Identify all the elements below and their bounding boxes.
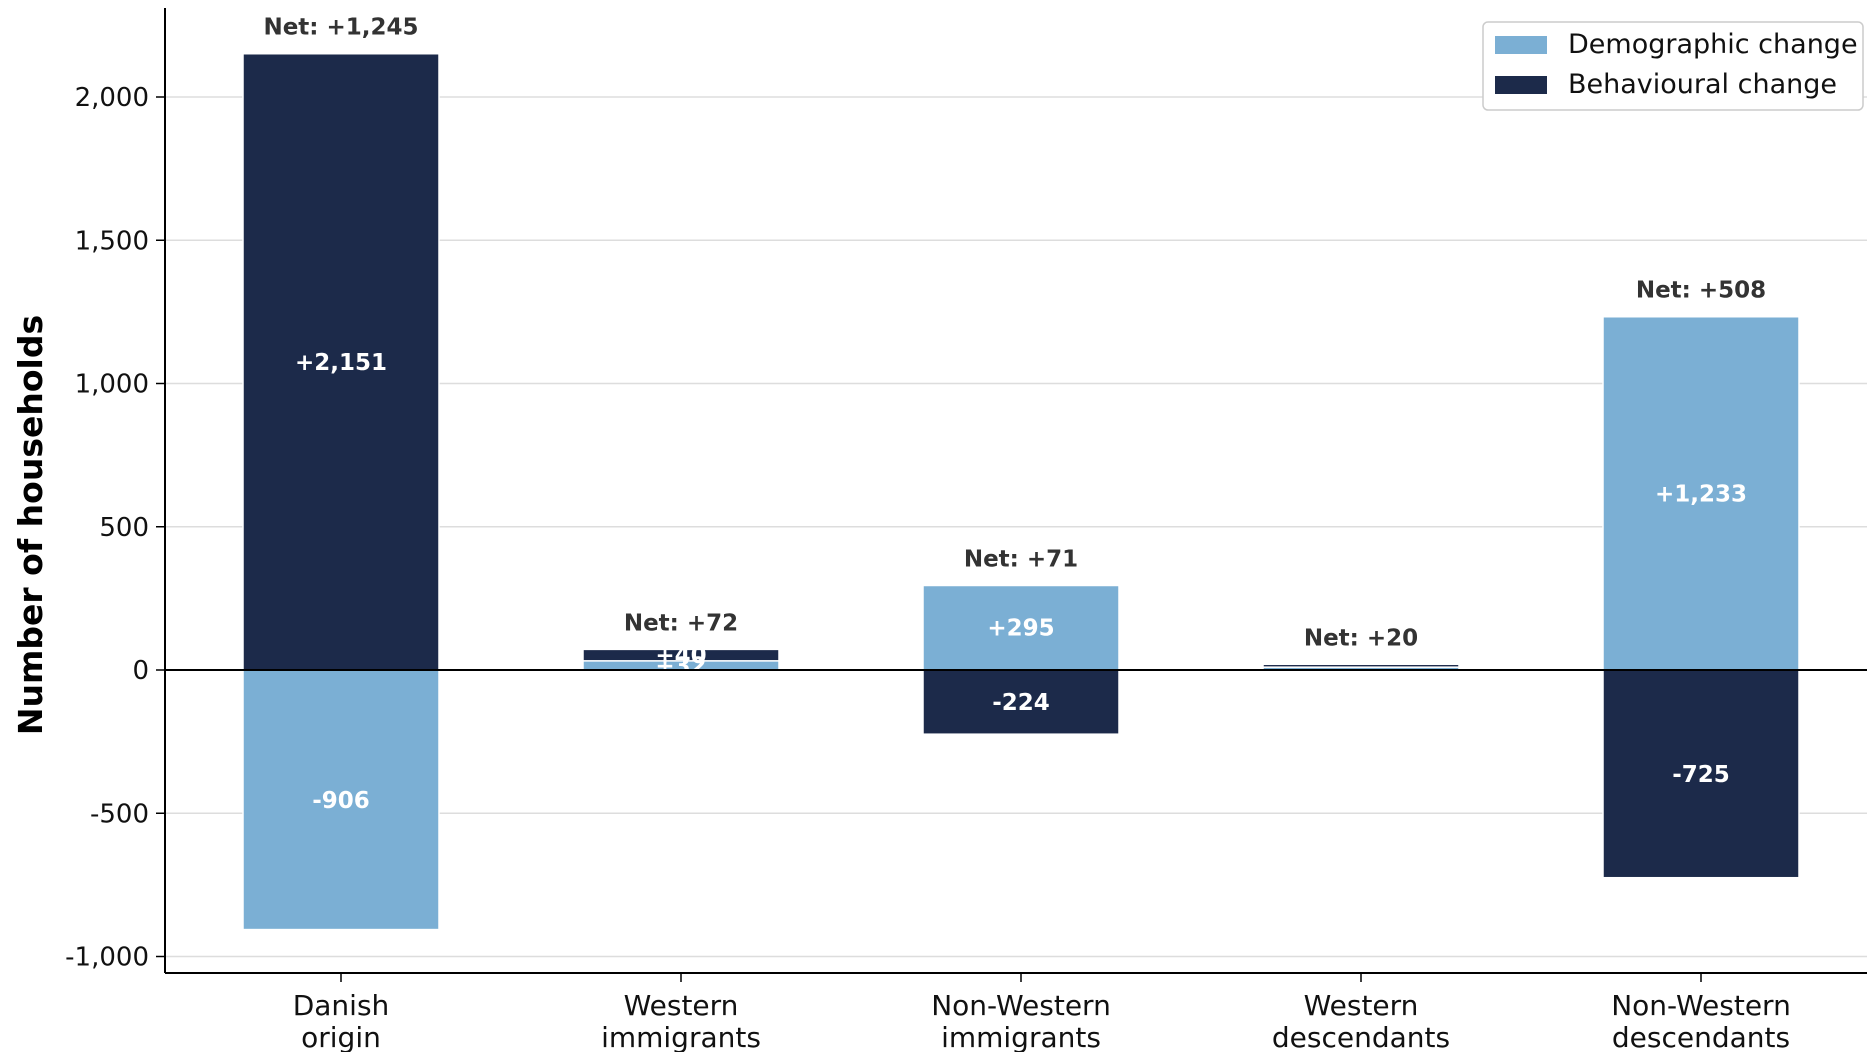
behavioural-change-segment <box>582 648 780 662</box>
y-axis-label: Number of households <box>11 315 50 735</box>
axes <box>164 8 1867 974</box>
y-tick-label: 1,500 <box>75 226 149 256</box>
segment-value-label: +40 <box>655 643 706 669</box>
bars: -906 +2,151 Net: +1,245 +32+40 Net: +72 +295 -… <box>242 15 1800 931</box>
segment-value-label: +295 <box>987 616 1054 642</box>
legend: Demographic change Behavioural change <box>1482 21 1864 111</box>
net-value-label: Net: +72 <box>624 610 738 636</box>
y-tick-label: 1,000 <box>75 370 149 400</box>
behavioural-change-segment <box>922 669 1120 735</box>
net-value-label: Net: +71 <box>964 546 1078 572</box>
segment-value-label: +2,151 <box>295 350 387 376</box>
net-value-label: Net: +508 <box>1636 278 1766 304</box>
legend-box <box>1482 21 1864 111</box>
x-tick-label: descendants <box>1272 1021 1450 1052</box>
net-value-label: Net: +20 <box>1304 625 1418 651</box>
x-tick-label: descendants <box>1612 1021 1790 1052</box>
segment-value-label: -906 <box>312 788 370 814</box>
segment-value-label: -224 <box>992 690 1050 716</box>
demographic-change-segment <box>922 584 1120 671</box>
behavioural-change-segment <box>242 52 440 671</box>
x-tick-label: Non-Western <box>931 989 1111 1022</box>
demographic-change-segment <box>1602 315 1800 671</box>
y-tick-label: 2,000 <box>75 83 149 113</box>
y-tick-label: 0 <box>132 656 149 686</box>
x-tick-label: Danish <box>293 989 390 1022</box>
segment-value-label: +32 <box>655 653 706 679</box>
y-tick-label: 500 <box>99 513 149 543</box>
demographic-change-segment <box>242 669 440 931</box>
y-tick-label: -500 <box>90 799 149 829</box>
legend-label: Behavioural change <box>1568 69 1837 100</box>
x-tick-label: immigrants <box>941 1021 1101 1052</box>
behavioural-change-segment <box>1262 663 1460 668</box>
legend-swatch <box>1495 36 1547 54</box>
x-tick-label: Western <box>624 989 739 1022</box>
x-tick-label: Non-Western <box>1611 989 1791 1022</box>
x-tick-label: Western <box>1304 989 1419 1022</box>
net-value-label: Net: +1,245 <box>263 15 418 41</box>
y-ticks: -1,000 -500 0 500 1,000 1,500 2,000 <box>65 83 165 973</box>
x-ticks: DanishoriginWesternimmigrantsNon-Western… <box>293 973 1791 1052</box>
legend-swatch <box>1495 76 1547 94</box>
y-tick-label: -1,000 <box>65 943 149 973</box>
segment-value-label: -725 <box>1672 762 1730 788</box>
segment-value-label: +1,233 <box>1655 481 1747 507</box>
x-tick-label: origin <box>301 1021 381 1052</box>
behavioural-change-segment <box>1602 669 1800 879</box>
x-tick-label: immigrants <box>601 1021 761 1052</box>
legend-label: Demographic change <box>1568 29 1858 60</box>
gridlines <box>165 96 1867 958</box>
